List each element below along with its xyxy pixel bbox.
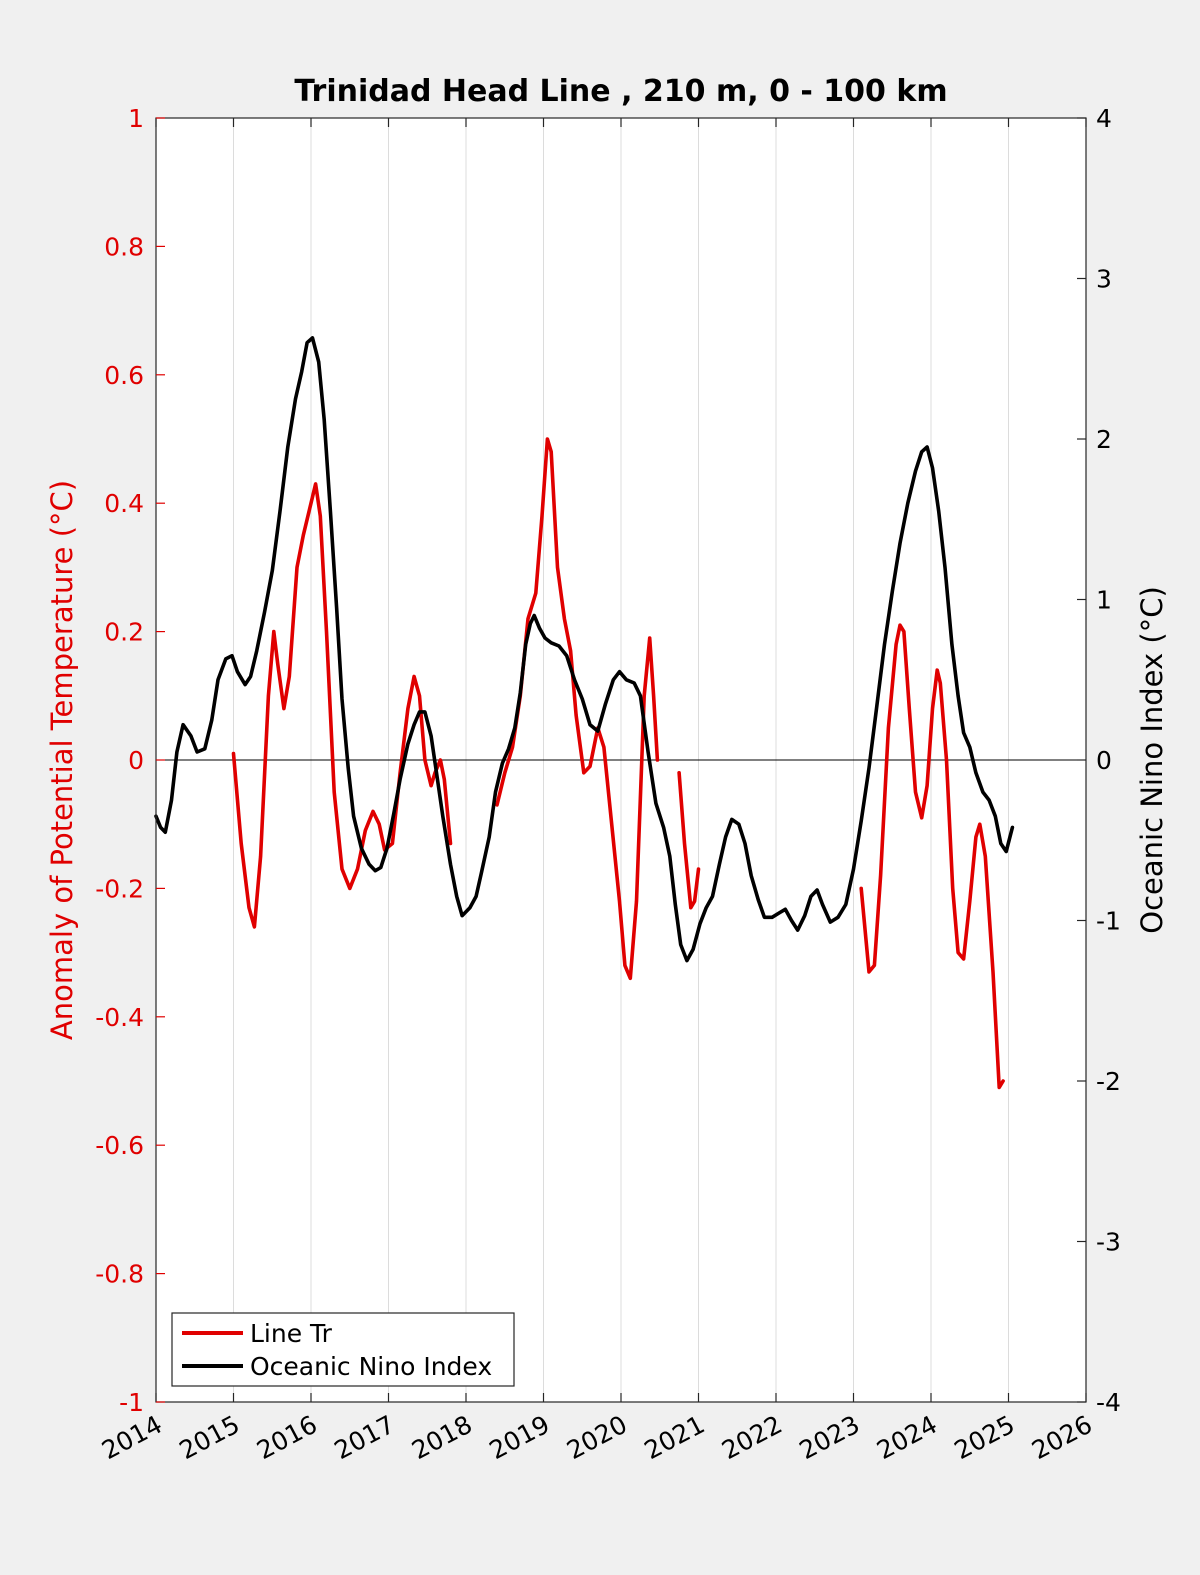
legend-label-oni: Oceanic Nino Index — [250, 1352, 492, 1381]
ticks — [155, 117, 1087, 1403]
series-line-tr-segment — [231, 482, 453, 929]
y-axis-right-label: Oceanic Nino Index (°C) — [1135, 586, 1169, 934]
legend-label-line-tr: Line Tr — [250, 1319, 333, 1348]
y-right-tick-label: -2 — [1096, 1067, 1121, 1096]
y-left-tick-label: -0.2 — [95, 874, 144, 903]
y-left-tick-label: -0.4 — [95, 1003, 144, 1032]
y-right-tick-label: 0 — [1096, 746, 1112, 775]
y-right-tick-label: 3 — [1096, 265, 1112, 294]
legend: Line Tr Oceanic Nino Index — [171, 1312, 515, 1387]
y-left-tick-label: 1 — [128, 104, 144, 133]
series-layer — [154, 336, 1015, 1090]
series-line-tr-segment — [859, 623, 1005, 1090]
y-right-tick-label: 2 — [1096, 425, 1112, 454]
y-left-tick-label: -0.8 — [95, 1260, 144, 1289]
y-left-tick-label: 0 — [128, 746, 144, 775]
y-right-tick-label: -1 — [1096, 907, 1121, 936]
y-left-tick-label: -0.6 — [95, 1131, 144, 1160]
y-right-tick-label: -4 — [1096, 1388, 1121, 1417]
y-left-tick-label: -1 — [119, 1388, 144, 1417]
series-oni-line — [154, 336, 1015, 963]
y-left-tick-label: 0.2 — [104, 618, 144, 647]
y-left-tick-label: 0.8 — [104, 232, 144, 261]
y-right-tick-label: 4 — [1096, 104, 1112, 133]
y-left-tick-label: 0.6 — [104, 361, 144, 390]
y-right-tick-label: -3 — [1096, 1228, 1121, 1257]
series-line-tr-segment — [677, 771, 701, 910]
y-axis-left-label: Anomaly of Potential Temperature (°C) — [45, 480, 79, 1040]
series-line-tr-segment — [495, 437, 660, 981]
chart-title: Trinidad Head Line , 210 m, 0 - 100 km — [294, 74, 947, 109]
legend-box — [171, 1312, 515, 1387]
y-left-tick-label: 0.4 — [104, 489, 144, 518]
y-right-tick-label: 1 — [1096, 586, 1112, 615]
